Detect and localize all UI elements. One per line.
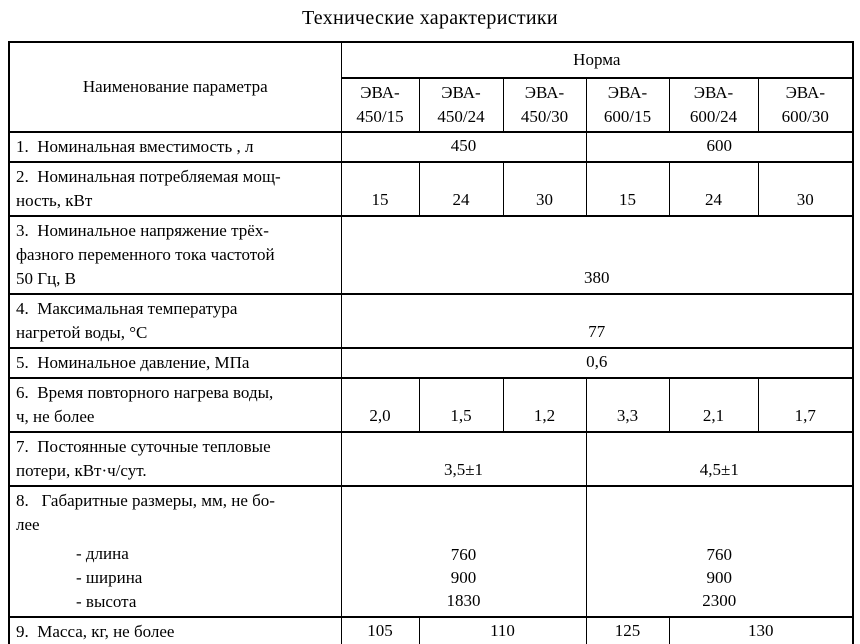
label-line: 2. Номинальная потребляемая мощ-: [16, 167, 281, 186]
header-row-models: ЭВА- 450/15 ЭВА- 450/24 ЭВА- 450/30 ЭВА-…: [9, 77, 854, 133]
value-cell: 130: [668, 616, 854, 644]
model-name-line: 450/24: [437, 107, 485, 126]
value-cell: 600: [585, 131, 854, 163]
model-name-line: ЭВА-: [524, 83, 565, 102]
row-label: 7. Постоянные суточные тепловые потери, …: [8, 431, 342, 487]
label-line: лее: [16, 515, 40, 534]
label-line: 50 Гц, В: [16, 269, 77, 288]
dimension-value: 900: [450, 568, 477, 587]
dimension-value: 760: [450, 545, 477, 564]
model-header-eva-450-30: ЭВА- 450/30: [502, 77, 587, 133]
label-line: 7. Постоянные суточные тепловые: [16, 437, 271, 456]
value-cell: 30: [757, 161, 854, 217]
value-cell: 2,0: [340, 377, 420, 433]
dimension-value: 1830: [446, 591, 481, 610]
value-cell: 24: [668, 161, 759, 217]
value-cell: 3,5±1: [340, 431, 587, 487]
label-line: 9. Масса, кг, не более: [16, 622, 175, 641]
label-line: фазного переменного тока частотой: [16, 245, 275, 264]
row-label: 6. Время повторного нагрева воды, ч, не …: [8, 377, 342, 433]
value-cell: 0,6: [340, 347, 854, 379]
value-cell: 77: [340, 293, 854, 349]
value-cell: 30: [502, 161, 587, 217]
value-cell: 125: [585, 616, 670, 644]
model-header-eva-450-24: ЭВА- 450/24: [418, 77, 504, 133]
value-cell: 24: [418, 161, 504, 217]
model-name-line: ЭВА-: [360, 83, 400, 102]
model-name-line: 600/15: [603, 107, 652, 126]
row-daily-heat-loss: 7. Постоянные суточные тепловые потери, …: [8, 431, 854, 487]
model-name-line: ЭВА-: [693, 83, 734, 102]
row-max-temperature: 4. Максимальная температура нагретой вод…: [8, 293, 854, 349]
row-label: 4. Максимальная температура нагретой вод…: [8, 293, 342, 349]
value-cell: 1,5: [418, 377, 504, 433]
model-name-line: 600/24: [689, 107, 738, 126]
value-cell: 1,7: [757, 377, 854, 433]
label-line: 6. Время повторного нагрева воды,: [16, 383, 274, 402]
label-subline-height: - высота: [76, 592, 137, 611]
model-header-eva-600-15: ЭВА- 600/15: [585, 77, 670, 133]
row-label: 2. Номинальная потребляемая мощ- ность, …: [8, 161, 342, 217]
header-row-norma: Наименование параметра Норма: [8, 41, 854, 133]
row-nominal-pressure: 5. Номинальное давление, МПа 0,6: [8, 347, 854, 379]
label-line: нагретой воды, °С: [16, 323, 148, 342]
row-label: 3. Номинальное напряжение трёх- фазного …: [8, 215, 342, 295]
norma-header-cell: Норма: [340, 41, 854, 79]
spec-table: Наименование параметра Норма ЭВА- 450/15…: [8, 41, 855, 644]
value-cell: 2,1: [668, 377, 759, 433]
value-cell: 4,5±1: [585, 431, 854, 487]
value-cell: 15: [585, 161, 670, 217]
row-label: 5. Номинальное давление, МПа: [8, 347, 342, 379]
dimension-value: 760: [706, 545, 733, 564]
value-cell: 760 900 2300: [585, 485, 854, 618]
value-cell: 450: [340, 131, 587, 163]
dimension-value: 900: [706, 568, 733, 587]
value-cell: 1,2: [502, 377, 587, 433]
value-cell: 15: [340, 161, 420, 217]
value-cell: 3,3: [585, 377, 670, 433]
row-nominal-capacity: 1. Номинальная вместимость , л 450 600: [8, 131, 854, 163]
label-line: ч, не более: [16, 407, 95, 426]
model-name-line: 450/30: [520, 107, 569, 126]
row-reheat-time: 6. Время повторного нагрева воды, ч, не …: [8, 377, 854, 433]
row-label: 1. Номинальная вместимость , л: [8, 131, 342, 163]
page-title: Технические характеристики: [302, 7, 558, 29]
model-header-eva-600-30: ЭВА- 600/30: [757, 77, 854, 133]
label-subline-width: - ширина: [76, 568, 143, 587]
param-name-header-cell: Наименование параметра: [8, 41, 342, 133]
label-line: 5. Номинальное давление, МПа: [16, 353, 250, 372]
label-line: 4. Максимальная температура: [16, 299, 238, 318]
row-label: 8. Габаритные размеры, мм, не бо- лее - …: [8, 485, 342, 618]
row-dimensions: 8. Габаритные размеры, мм, не бо- лее - …: [8, 485, 854, 618]
model-name-line: 600/30: [781, 107, 829, 126]
value-cell: 380: [340, 215, 854, 295]
label-line: ность, кВт: [16, 191, 93, 210]
row-power-consumption: 2. Номинальная потребляемая мощ- ность, …: [8, 161, 854, 217]
row-label: 9. Масса, кг, не более: [8, 616, 342, 644]
model-name-line: ЭВА-: [607, 83, 648, 102]
model-header-eva-450-15: ЭВА- 450/15: [340, 77, 420, 133]
value-cell: 760 900 1830: [340, 485, 587, 618]
row-mass: 9. Масса, кг, не более 105 110 125 130: [8, 616, 854, 644]
label-line: 8. Габаритные размеры, мм, не бо-: [16, 491, 275, 510]
model-header-eva-600-24: ЭВА- 600/24: [668, 77, 759, 133]
label-line: 3. Номинальное напряжение трёх-: [16, 221, 269, 240]
label-subline-length: - длина: [76, 544, 129, 563]
row-voltage: 3. Номинальное напряжение трёх- фазного …: [8, 215, 854, 295]
model-name-line: ЭВА-: [785, 83, 825, 102]
value-cell: 110: [418, 616, 587, 644]
value-cell: 105: [340, 616, 420, 644]
model-name-line: 450/15: [356, 107, 404, 126]
dimension-value: 2300: [702, 591, 737, 610]
model-name-line: ЭВА-: [441, 83, 481, 102]
label-line: 1. Номинальная вместимость , л: [16, 137, 254, 156]
label-line: потери, кВт·ч/сут.: [16, 461, 147, 480]
